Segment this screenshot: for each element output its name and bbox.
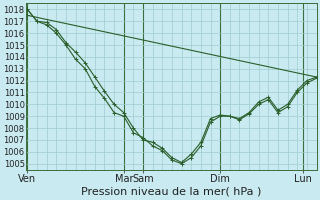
X-axis label: Pression niveau de la mer( hPa ): Pression niveau de la mer( hPa ) xyxy=(81,187,261,197)
